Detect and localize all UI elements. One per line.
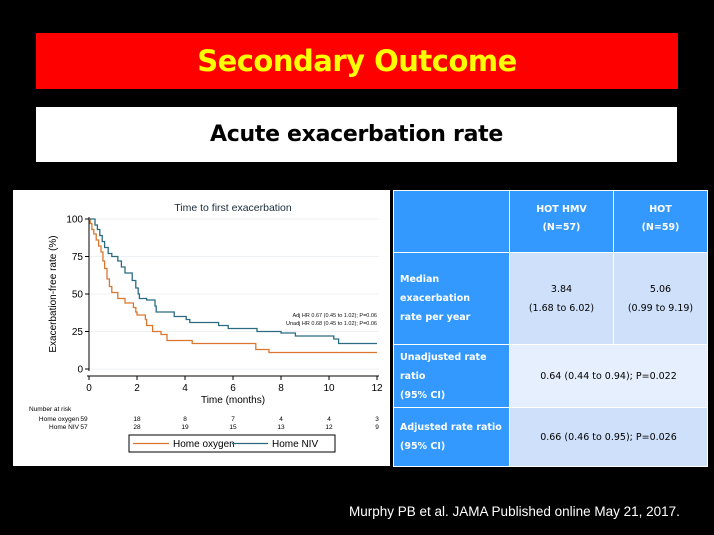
row-label-line: Median exacerbation bbox=[400, 274, 471, 304]
y-axis-label: Exacerbation-free rate (%) bbox=[48, 235, 59, 352]
subtitle-box: Acute exacerbation rate bbox=[36, 107, 677, 162]
km-chart-panel: Time to first exacerbation 0 25 50 75 100 0 2 4 6… bbox=[13, 190, 390, 466]
at-risk-count: 4 bbox=[279, 416, 283, 423]
at-risk-row-label: Home oxygen bbox=[39, 416, 79, 423]
slide-title: Secondary Outcome bbox=[197, 44, 517, 78]
legend-label: Home NIV bbox=[272, 439, 318, 450]
at-risk-count: 7 bbox=[231, 416, 235, 423]
at-risk-count: 59 bbox=[80, 416, 88, 423]
legend-label: Home oxygen bbox=[173, 439, 235, 450]
y-tick-label: 25 bbox=[72, 327, 84, 338]
cell-value: 3.84 bbox=[550, 283, 573, 295]
header-cell-empty bbox=[393, 190, 510, 253]
number-at-risk-label: Number at risk bbox=[29, 406, 72, 413]
x-axis-label: Time (months) bbox=[201, 395, 265, 406]
at-risk-count: 19 bbox=[181, 424, 189, 431]
cell-unadjusted-ratio: 0.64 (0.44 to 0.94); P=0.022 bbox=[509, 344, 708, 408]
header-hot-name: HOT bbox=[649, 204, 672, 215]
header-hot-hmv-name: HOT HMV bbox=[536, 204, 587, 215]
x-tick-label: 6 bbox=[230, 383, 236, 394]
at-risk-count: 9 bbox=[375, 424, 379, 431]
row-label-line: Adjusted rate ratio bbox=[400, 422, 502, 433]
km-curve-home-niv bbox=[89, 218, 377, 345]
x-tick-label: 0 bbox=[86, 383, 92, 394]
row-label-adjusted: Adjusted rate ratio (95% CI) bbox=[393, 407, 510, 467]
x-tick-label: 10 bbox=[323, 383, 335, 394]
at-risk-count: 3 bbox=[375, 416, 379, 423]
y-tick-label: 50 bbox=[72, 290, 84, 301]
row-label-line: (95% CI) bbox=[400, 441, 446, 452]
at-risk-count: 18 bbox=[133, 416, 141, 423]
row-label-unadjusted: Unadjusted rate ratio (95% CI) bbox=[393, 344, 510, 408]
cell-ci: (1.68 to 6.02) bbox=[528, 302, 595, 314]
x-tick-label: 2 bbox=[134, 383, 140, 394]
table-row: Adjusted rate ratio (95% CI) 0.66 (0.46 … bbox=[393, 407, 708, 467]
cell-value: 5.06 bbox=[649, 283, 672, 295]
at-risk-count: 13 bbox=[277, 424, 285, 431]
table-row: Unadjusted rate ratio (95% CI) 0.64 (0.4… bbox=[393, 344, 708, 408]
y-tick-label: 100 bbox=[66, 215, 83, 226]
at-risk-count: 28 bbox=[133, 424, 141, 431]
citation: Murphy PB et al. JAMA Published online M… bbox=[349, 504, 680, 519]
header-cell-hot-hmv: HOT HMV (N=57) bbox=[509, 190, 614, 253]
at-risk-count: 4 bbox=[327, 416, 331, 423]
x-tick-label: 4 bbox=[182, 383, 188, 394]
row-label-median: Median exacerbation rate per year bbox=[393, 252, 510, 345]
chart-title: Time to first exacerbation bbox=[174, 202, 292, 214]
cell-hot-median: 5.06 (0.99 to 9.19) bbox=[613, 252, 708, 345]
row-label-line: rate per year bbox=[400, 312, 471, 323]
header-hot-n: (N=59) bbox=[641, 222, 680, 233]
hr-annotation: Adj HR 0.67 (0.45 to 1.02); P=0.06 bbox=[292, 313, 377, 319]
row-label-line: (95% CI) bbox=[400, 389, 446, 401]
at-risk-count: 12 bbox=[325, 424, 333, 431]
cell-hmv-median: 3.84 (1.68 to 6.02) bbox=[509, 252, 614, 345]
km-curve-home-oxygen bbox=[89, 218, 377, 354]
hr-annotation: Unadj HR 0.68 (0.45 to 1.02); P=0.06 bbox=[286, 321, 377, 327]
x-tick-label: 8 bbox=[278, 383, 284, 394]
table-header-row: HOT HMV (N=57) HOT (N=59) bbox=[393, 190, 708, 253]
outcome-table: HOT HMV (N=57) HOT (N=59) Median exacerb… bbox=[393, 190, 708, 467]
y-tick-label: 0 bbox=[77, 365, 83, 376]
row-label-line: Unadjusted rate ratio bbox=[400, 351, 487, 382]
header-cell-hot: HOT (N=59) bbox=[613, 190, 708, 253]
cell-ci: (0.99 to 9.19) bbox=[627, 302, 694, 314]
km-chart: Time to first exacerbation 0 25 50 75 100 0 2 4 6… bbox=[29, 202, 383, 453]
title-banner: Secondary Outcome bbox=[36, 33, 678, 89]
header-hot-hmv-n: (N=57) bbox=[542, 222, 581, 233]
y-tick-label: 75 bbox=[72, 252, 84, 263]
cell-adjusted-ratio: 0.66 (0.46 to 0.95); P=0.026 bbox=[509, 407, 708, 467]
slide-subtitle: Acute exacerbation rate bbox=[210, 122, 503, 147]
x-tick-label: 12 bbox=[371, 383, 383, 394]
at-risk-row-label: Home NIV bbox=[49, 424, 80, 431]
at-risk-count: 15 bbox=[229, 424, 237, 431]
at-risk-count: 8 bbox=[183, 416, 187, 423]
at-risk-count: 57 bbox=[80, 424, 88, 431]
table-row: Median exacerbation rate per year 3.84 (… bbox=[393, 252, 708, 345]
